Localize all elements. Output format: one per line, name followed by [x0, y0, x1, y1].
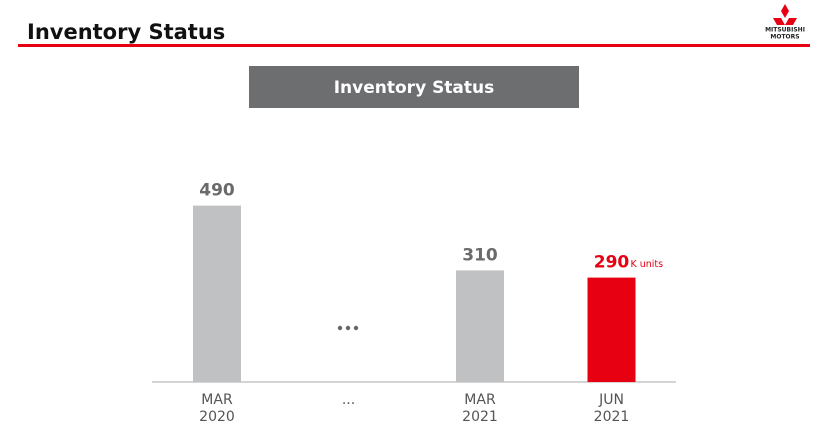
chart-title: Inventory Status: [334, 78, 495, 98]
logo-text: MITSUBISHI: [765, 27, 805, 34]
data-label: 310: [462, 245, 498, 265]
bar: [193, 205, 241, 382]
bar: [587, 277, 636, 382]
unit-label: K units: [631, 259, 664, 270]
bar: [456, 270, 504, 382]
logo-mark: [773, 4, 797, 25]
title-box: [249, 66, 579, 108]
x-tick-label: JUN 2021: [593, 392, 630, 425]
x-tick-label: MAR 2020: [199, 392, 235, 425]
data-label: 290: [594, 253, 630, 273]
x-tick-label: ...: [341, 392, 356, 408]
data-label: 490: [199, 181, 235, 201]
x-tick-label: MAR 2021: [462, 392, 498, 425]
header-rule: [18, 44, 810, 47]
gap-dots: [337, 325, 359, 331]
logo-text: MOTORS: [770, 34, 799, 41]
header-title: Inventory Status: [27, 20, 225, 44]
